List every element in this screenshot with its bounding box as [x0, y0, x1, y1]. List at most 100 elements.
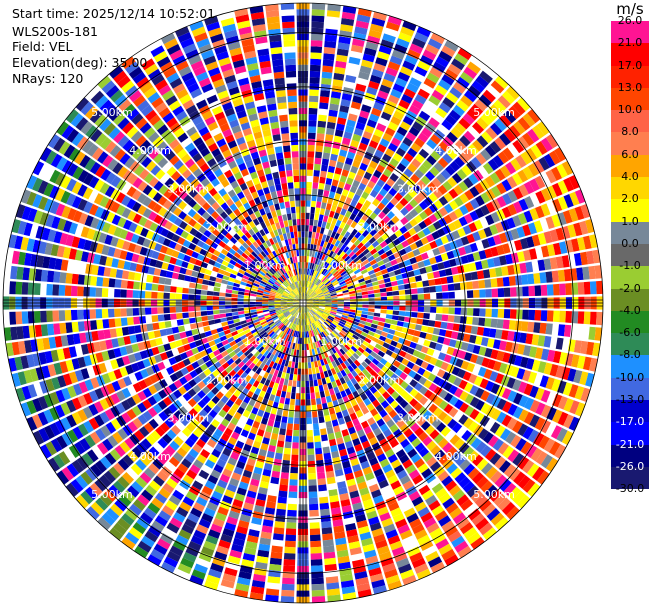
gate-cell [561, 430, 574, 445]
gate-cell [458, 442, 470, 454]
gate-cell [157, 292, 164, 299]
gate-cell [290, 466, 298, 474]
gate-cell [466, 233, 476, 244]
gate-cell [277, 383, 283, 391]
gate-cell [479, 289, 486, 298]
gate-cell [540, 404, 552, 418]
gate-cell [535, 387, 545, 401]
gate-cell [306, 303, 313, 306]
gate-cell [372, 11, 387, 21]
gate-cell [396, 279, 404, 285]
gate-cell [372, 281, 379, 286]
gate-cell [507, 403, 518, 416]
gate-cell [353, 32, 367, 41]
gate-cell [481, 357, 490, 368]
gate-cell [392, 335, 400, 342]
gate-cell [96, 276, 104, 287]
gate-cell [324, 307, 332, 310]
gate-cell [394, 192, 403, 202]
gate-cell [308, 275, 311, 282]
gate-cell [503, 464, 516, 477]
gate-cell [438, 269, 447, 277]
gate-cell [132, 308, 140, 316]
gate-cell [426, 72, 440, 84]
gate-cell [448, 109, 461, 122]
gate-cell [390, 507, 403, 518]
gate-cell [534, 417, 546, 431]
gate-cell [433, 396, 444, 407]
gate-cell [326, 426, 334, 435]
gate-cell [529, 346, 538, 358]
gate-cell [433, 199, 444, 210]
gate-cell [326, 318, 333, 323]
gate-cell [371, 17, 386, 27]
gate-cell [502, 445, 515, 459]
gate-cell [380, 305, 388, 310]
gate-cell [423, 379, 433, 389]
gate-cell [15, 311, 23, 325]
gate-cell [115, 327, 124, 337]
gate-cell [334, 66, 346, 75]
gate-cell [425, 333, 433, 341]
gate-cell [350, 139, 360, 148]
gate-cell [448, 211, 458, 221]
gate-cell [427, 38, 443, 50]
gate-cell [319, 267, 325, 274]
gate-cell [288, 491, 298, 499]
gate-cell [445, 165, 456, 176]
gate-cell [494, 137, 507, 150]
gate-cell [409, 218, 418, 227]
gate-cell [291, 454, 299, 462]
gate-cell [310, 282, 314, 289]
gate-cell [198, 469, 210, 480]
gate-cell [352, 352, 360, 360]
gate-cell [305, 262, 309, 269]
gate-cell [370, 175, 379, 184]
gate-cell [321, 365, 327, 372]
gate-cell [221, 279, 229, 285]
gate-cell [317, 293, 324, 297]
gate-cell [318, 246, 323, 253]
gate-cell [320, 428, 327, 436]
gate-cell [352, 334, 359, 340]
gate-cell [429, 240, 438, 249]
gate-cell [331, 300, 338, 303]
gate-cell [395, 386, 405, 395]
gate-cell [320, 324, 326, 331]
gate-cell [435, 487, 448, 499]
gate-cell [385, 286, 393, 292]
gate-cell [152, 322, 160, 331]
gate-cell [509, 309, 517, 319]
gate-cell [378, 45, 392, 55]
gate-cell [485, 380, 495, 392]
gate-cell [431, 231, 440, 240]
gate-cell [497, 497, 511, 511]
gate-cell [220, 317, 228, 323]
gate-cell [346, 341, 353, 348]
gate-cell [390, 340, 398, 347]
gate-cell [448, 188, 459, 199]
gate-cell [563, 414, 574, 429]
gate-cell [337, 364, 344, 372]
gate-cell [417, 463, 429, 474]
gate-cell [373, 207, 382, 216]
gate-cell [323, 47, 336, 55]
gate-cell [34, 311, 41, 323]
gate-cell [466, 290, 474, 298]
gate-cell [442, 442, 453, 453]
gate-cell [355, 396, 363, 404]
gate-cell [522, 479, 536, 493]
gate-cell [308, 289, 313, 295]
gate-cell [284, 441, 292, 449]
gate-cell [403, 152, 414, 163]
gate-cell [355, 202, 363, 210]
gate-cell [313, 170, 320, 177]
gate-cell [203, 274, 211, 281]
gate-cell [393, 552, 408, 563]
gate-cell [491, 288, 499, 298]
gate-cell [353, 268, 361, 275]
gate-cell [382, 206, 391, 215]
gate-cell [385, 148, 395, 158]
gate-cell [311, 308, 317, 313]
gate-cell [343, 131, 353, 140]
